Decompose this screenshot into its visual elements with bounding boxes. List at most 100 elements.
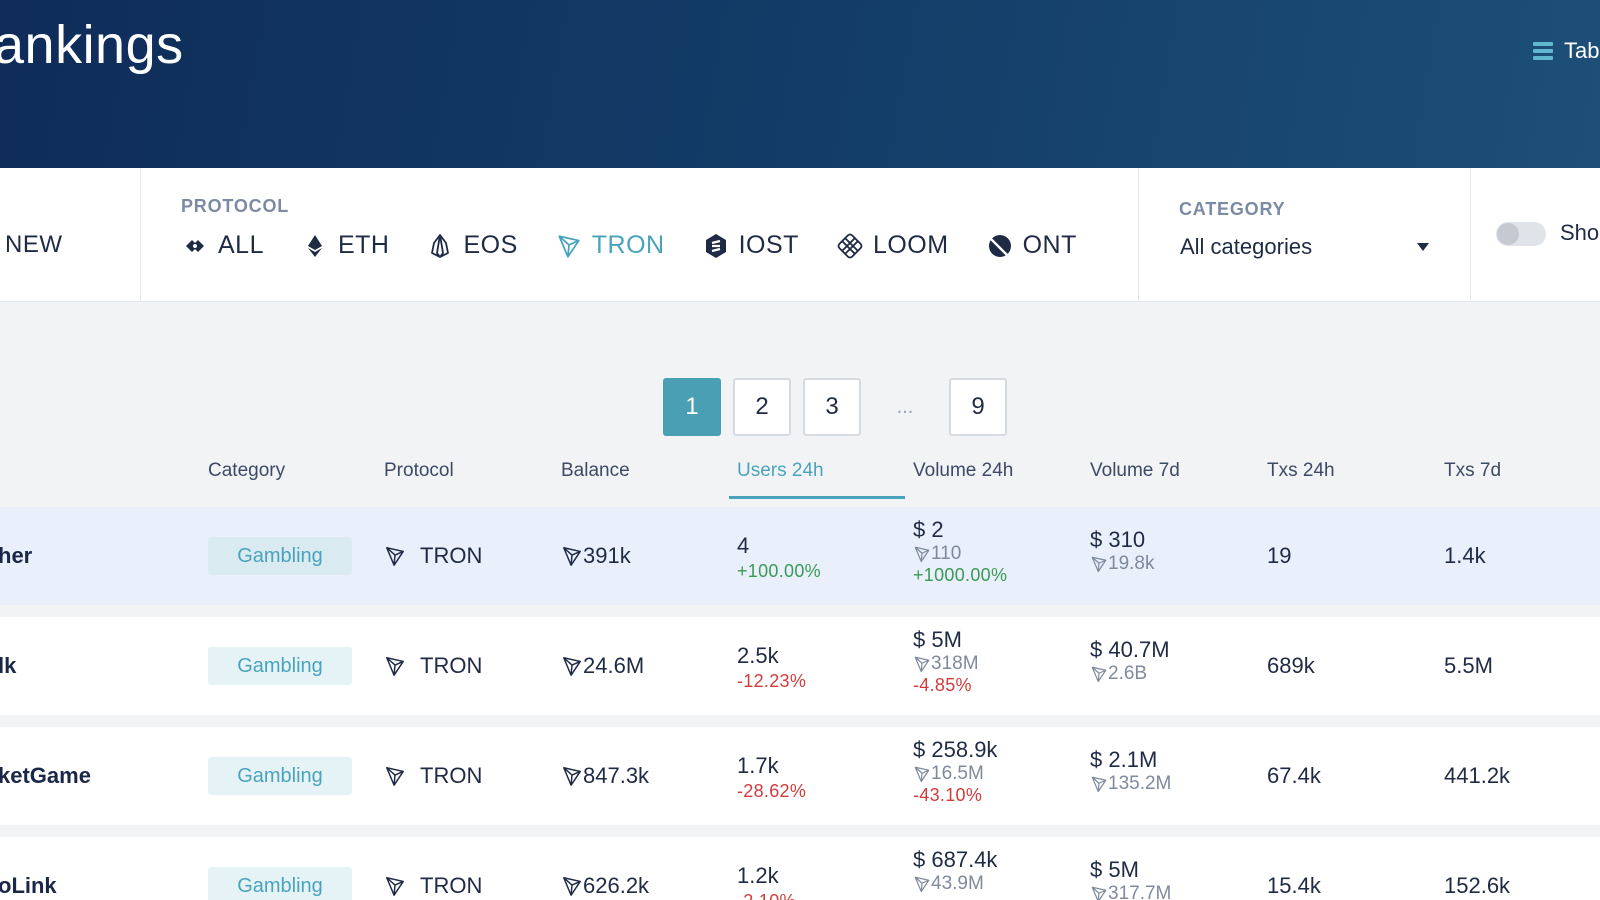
protocol-label-text: EOS — [463, 231, 518, 259]
currency-symbol: $ — [1090, 857, 1103, 882]
tron-icon — [384, 655, 406, 677]
volume-7d-trx: 135.2M — [1108, 773, 1172, 794]
protocol-label-text: ALL — [218, 231, 264, 259]
tron-icon — [913, 765, 931, 783]
category-badge: Gambling — [208, 867, 352, 900]
category-label: CATEGORY — [1179, 199, 1286, 219]
protocol-eos[interactable]: EOS — [427, 231, 517, 260]
users-value: 4 — [737, 533, 750, 558]
page-header: ankings Tab — [0, 0, 1600, 168]
protocol-name: TRON — [420, 763, 483, 788]
table-view-toggle[interactable]: Tab — [1532, 38, 1599, 64]
volume-24h-usd: 5M — [931, 627, 962, 652]
protocol-eth[interactable]: ETH — [302, 231, 390, 260]
protocol-label-text: ONT — [1022, 231, 1077, 259]
volume-7d-usd: 310 — [1108, 527, 1146, 552]
table-row[interactable]: lk Gambling TRON 24.6M 2.5k -12.23% $ 5M… — [0, 617, 1600, 715]
pagination: 1 2 3 ... 9 — [663, 378, 1007, 436]
category-badge: Gambling — [208, 757, 352, 795]
protocol-label: PROTOCOL — [181, 196, 290, 216]
tron-icon — [913, 875, 931, 893]
volume-24h-cell: $ 2 110 +1000.00% — [913, 517, 1007, 586]
column-header-users-24h[interactable]: Users 24h — [737, 460, 824, 481]
users-change: -12.23% — [737, 671, 807, 691]
txs-7d-value: 5.5M — [1444, 653, 1493, 678]
volume-7d-usd: 2.1M — [1108, 747, 1158, 772]
tron-icon — [561, 875, 583, 897]
column-header-protocol[interactable]: Protocol — [384, 460, 454, 481]
users-value: 1.2k — [737, 863, 779, 888]
currency-symbol: $ — [1090, 747, 1103, 772]
page-title: ankings — [0, 15, 184, 75]
dapp-name[interactable]: lk — [0, 653, 17, 678]
table-row[interactable]: ketGame Gambling TRON 847.3k 1.7k -28.62… — [0, 727, 1600, 825]
ont-icon — [988, 234, 1011, 257]
list-icon — [1533, 42, 1553, 60]
protocol-label-text: IOST — [738, 231, 799, 259]
volume-24h-usd: 687.4k — [931, 847, 998, 872]
protocol-name: TRON — [420, 873, 483, 898]
currency-symbol: $ — [913, 737, 926, 762]
divider — [140, 168, 141, 302]
protocol-name: TRON — [420, 543, 483, 568]
page-button-2[interactable]: 2 — [733, 378, 791, 436]
filter-new[interactable]: NEW — [5, 231, 63, 258]
tron-icon — [913, 655, 931, 673]
divider — [1138, 168, 1139, 302]
table-row[interactable]: her Gambling TRON 391k 4 +100.00% $ 2 11… — [0, 507, 1600, 605]
txs-24h-value: 67.4k — [1267, 763, 1321, 788]
protocol-filter: ALL ETH EOS TRON IOST LOOM ONT — [182, 231, 1115, 260]
txs-7d-value: 152.6k — [1444, 873, 1511, 898]
eth-icon — [307, 234, 322, 257]
protocol-tron[interactable]: TRON — [556, 231, 665, 260]
protocol-iost[interactable]: IOST — [703, 231, 799, 260]
dapp-name[interactable]: oLink — [0, 873, 57, 898]
volume-24h-usd: 2 — [931, 517, 944, 542]
volume-24h-trx: 16.5M — [931, 763, 984, 784]
volume-24h-change: -43.10% — [913, 785, 983, 805]
show-toggle-switch[interactable] — [1496, 222, 1546, 246]
balance-value: 847.3k — [583, 763, 650, 788]
users-change: +100.00% — [737, 561, 821, 581]
column-header-txs-24h[interactable]: Txs 24h — [1267, 460, 1335, 481]
tron-icon — [556, 233, 582, 259]
column-header-category[interactable]: Category — [208, 460, 286, 481]
protocol-cell: TRON — [384, 543, 482, 569]
column-header-volume-7d[interactable]: Volume 7d — [1090, 460, 1180, 481]
column-header-volume-24h[interactable]: Volume 24h — [913, 460, 1014, 481]
page-button-1[interactable]: 1 — [663, 378, 721, 436]
volume-24h-cell: $ 5M 318M -4.85% — [913, 627, 979, 696]
protocol-label-text: ETH — [337, 231, 390, 259]
protocol-all[interactable]: ALL — [182, 231, 264, 260]
protocol-loom[interactable]: LOOM — [837, 231, 949, 260]
protocol-label-text: TRON — [591, 231, 665, 259]
volume-7d-cell: $ 2.1M 135.2M — [1090, 747, 1171, 795]
iost-icon — [705, 233, 726, 258]
tron-icon — [1090, 555, 1108, 573]
balance-value: 391k — [583, 543, 631, 568]
page-button-last[interactable]: 9 — [949, 378, 1007, 436]
table-row[interactable]: oLink Gambling TRON 626.2k 1.2k -2.10% $… — [0, 837, 1600, 900]
protocol-ont[interactable]: ONT — [987, 231, 1077, 260]
filter-bar: NEW PROTOCOL ALL ETH EOS TRON IOST LOOM — [0, 168, 1600, 302]
protocol-name: TRON — [420, 653, 483, 678]
dapp-name[interactable]: her — [0, 543, 33, 568]
users-change: -2.10% — [737, 891, 796, 900]
dapp-name[interactable]: ketGame — [0, 763, 91, 788]
divider — [1470, 168, 1471, 302]
currency-symbol: $ — [913, 517, 926, 542]
column-header-txs-7d[interactable]: Txs 7d — [1444, 460, 1502, 481]
currency-symbol: $ — [1090, 527, 1103, 552]
column-header-balance[interactable]: Balance — [561, 460, 630, 481]
tron-icon — [1090, 885, 1108, 900]
volume-7d-usd: 40.7M — [1108, 637, 1170, 662]
volume-7d-usd: 5M — [1108, 857, 1139, 882]
all-protocols-icon — [186, 239, 204, 252]
balance-value: 24.6M — [583, 653, 645, 678]
volume-24h-cell: $ 258.9k 16.5M -43.10% — [913, 737, 997, 806]
page-button-3[interactable]: 3 — [803, 378, 861, 436]
balance-cell: 626.2k — [561, 873, 649, 899]
volume-24h-trx: 110 — [931, 543, 962, 564]
volume-7d-trx: 317.7M — [1108, 883, 1172, 900]
category-dropdown[interactable]: All categories — [1180, 234, 1430, 260]
